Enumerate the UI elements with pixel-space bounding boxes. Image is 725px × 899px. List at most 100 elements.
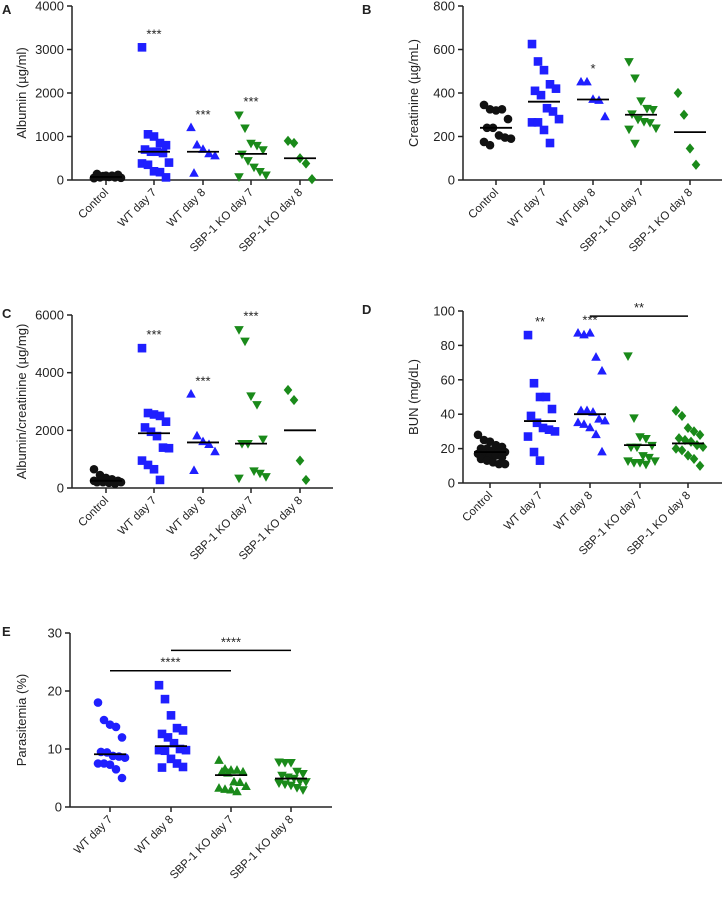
data-point-triangle-down [301, 778, 311, 787]
x-tick-label: WT day 8 [165, 495, 208, 538]
panel-a: A 0 1000 2000 3000 4000 Albumin (µg/ml) Control… [2, 0, 333, 255]
data-point-circle [506, 134, 516, 143]
data-point-triangle-down [246, 392, 256, 402]
data-point-triangle-up [600, 111, 610, 121]
data-point-triangle-down [648, 106, 658, 115]
panel-d: D 0 20 40 60 80 100 BUN (mg/dL) Control WT day 7 *… [362, 300, 722, 558]
panel-letter: C [2, 306, 12, 321]
data-point-triangle-up [585, 422, 595, 432]
data-point-triangle-up [232, 765, 242, 774]
x-tick-label: SBP-1 KO day 8 [228, 814, 296, 882]
data-point-diamond [677, 410, 687, 422]
data-point-triangle-up [579, 419, 589, 428]
data-point-square [529, 447, 539, 457]
data-point-triangle-up [192, 430, 202, 440]
x-tick-label: Control [460, 490, 495, 525]
data-point-square [530, 86, 540, 96]
data-point-square [166, 711, 176, 720]
data-point-square [140, 145, 150, 154]
data-point-triangle-down [240, 124, 250, 134]
data-point-triangle-up [226, 784, 236, 794]
data-point-circle [95, 475, 105, 484]
y-axis-label: Parasitemia (%) [14, 674, 29, 766]
y-tick-label: 40 [441, 407, 455, 422]
data-point-diamond [307, 174, 317, 185]
data-point-triangle-down [292, 783, 302, 793]
data-point-square [152, 431, 162, 441]
data-point-square [178, 726, 188, 735]
data-point-triangle-up [585, 328, 595, 337]
data-point-square [548, 107, 558, 116]
data-point-triangle-down [255, 469, 265, 479]
y-tick-label: 600 [433, 42, 455, 57]
panel-letter: A [2, 2, 12, 17]
x-tick-label: Control [76, 187, 111, 222]
data-point-diamond [683, 450, 693, 461]
significance-stars: *** [195, 107, 210, 122]
data-point-triangle-down [624, 58, 634, 67]
significance-stars: * [590, 61, 595, 76]
data-point-circle [473, 430, 483, 440]
data-point-square [154, 680, 164, 690]
x-tick-label: WT day 7 [116, 495, 159, 538]
data-point-triangle-down [258, 435, 268, 445]
bracket-significance: ** [634, 300, 644, 315]
y-tick-label: 800 [433, 0, 455, 14]
data-point-triangle-down [255, 168, 265, 177]
data-point-triangle-down [623, 352, 633, 362]
data-point-square [154, 745, 164, 755]
x-tick-label: Control [466, 187, 501, 222]
data-point-triangle-up [204, 439, 214, 449]
data-point-triangle-up [238, 766, 248, 776]
significance-stars: ** [535, 314, 545, 329]
data-point-square [535, 456, 545, 465]
data-point-triangle-down [630, 74, 640, 84]
data-point-square [163, 733, 173, 742]
data-point-square [157, 763, 167, 772]
data-point-square [149, 410, 159, 419]
data-point-circle [494, 459, 504, 469]
data-point-diamond [685, 143, 695, 154]
data-point-square [545, 80, 555, 89]
data-point-square [547, 404, 557, 414]
data-point-triangle-down [641, 460, 651, 470]
data-point-triangle-down [234, 326, 244, 335]
data-point-diamond [301, 474, 311, 486]
data-point-circle [500, 459, 510, 469]
y-tick-label: 100 [433, 304, 455, 319]
data-point-triangle-down [258, 146, 268, 155]
y-axis-label: Albumin/creatinine (µg/mg) [14, 324, 29, 480]
data-point-triangle-down [624, 125, 634, 135]
data-point-circle [485, 140, 495, 150]
data-point-square [164, 158, 174, 167]
data-point-square [539, 125, 549, 135]
data-point-diamond [689, 453, 699, 465]
data-point-square [538, 423, 548, 433]
y-tick-label: 400 [433, 86, 455, 101]
data-point-diamond [289, 137, 299, 149]
y-tick-label: 0 [57, 173, 64, 188]
data-point-triangle-up [600, 415, 610, 425]
data-point-triangle-up [573, 417, 583, 427]
data-point-square [161, 173, 171, 182]
data-point-triangle-down [292, 767, 302, 777]
data-point-circle [503, 114, 513, 124]
bracket-significance: **** [160, 655, 180, 670]
data-point-circle [111, 765, 121, 774]
data-point-circle [99, 715, 109, 725]
data-point-triangle-down [298, 786, 308, 795]
data-point-square [550, 427, 560, 436]
y-tick-label: 3000 [35, 42, 64, 57]
data-point-diamond [289, 394, 299, 406]
data-point-triangle-up [582, 405, 592, 415]
data-point-triangle-up [232, 786, 242, 796]
data-point-square [536, 90, 546, 100]
data-point-circle [105, 760, 115, 769]
data-point-triangle-up [189, 465, 199, 474]
x-tick-label: SBP-1 KO day 7 [168, 814, 236, 882]
data-point-square [172, 723, 182, 733]
data-point-square [526, 411, 536, 421]
data-point-square [539, 65, 549, 75]
data-point-diamond [671, 405, 681, 416]
data-point-triangle-down [249, 163, 259, 173]
